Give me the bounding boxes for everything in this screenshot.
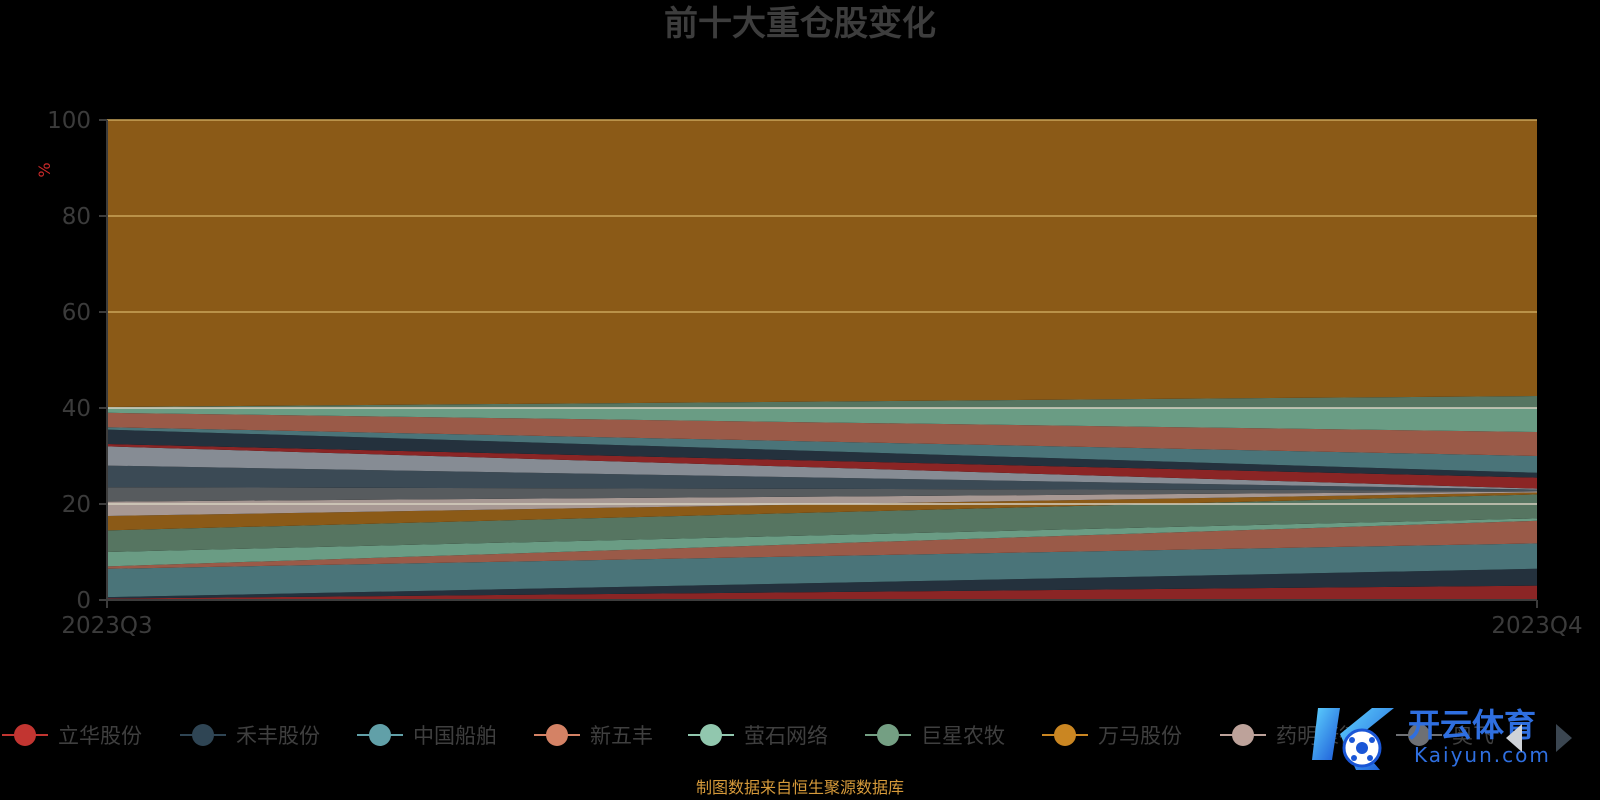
area-band-10	[107, 446, 1537, 490]
legend-item[interactable]: 万马股份	[1040, 715, 1182, 755]
source-note: 制图数据来自恒生聚源数据库	[695, 778, 904, 797]
legend-label: 新五丰	[590, 724, 653, 748]
area-band-1	[107, 568, 1537, 599]
area-band-15	[107, 408, 1537, 432]
legend-marker-icon	[1218, 715, 1268, 755]
area-band-0	[107, 585, 1537, 600]
area-band-12	[107, 429, 1537, 478]
legend-marker-icon	[355, 715, 405, 755]
area-band-14	[107, 412, 1537, 456]
legend-prev-button[interactable]	[1506, 724, 1522, 752]
area-band-16	[107, 396, 1537, 408]
watermark-brand-en: Kaiyun.com	[1414, 743, 1551, 767]
legend-marker-icon	[178, 715, 228, 755]
legend-item[interactable]: 奥飞	[1394, 715, 1494, 755]
legend-item[interactable]: 萤石网络	[686, 715, 828, 755]
legend-label: 禾丰股份	[236, 724, 320, 748]
legend-item[interactable]: 中国船舶	[355, 715, 497, 755]
area-band-8	[107, 487, 1537, 502]
area-band-6	[107, 492, 1537, 531]
legend-marker-icon	[1040, 715, 1090, 755]
legend: 立华股份禾丰股份中国船舶新五丰萤石网络巨星农牧万马股份药明康德奥飞	[0, 715, 1600, 755]
legend-pager	[1506, 724, 1572, 752]
area-band-11	[107, 444, 1537, 489]
legend-item[interactable]: 巨星农牧	[863, 715, 1005, 755]
legend-label: 巨星农牧	[921, 724, 1005, 748]
legend-item[interactable]: 禾丰股份	[178, 715, 320, 755]
y-tick-label: 40	[62, 396, 91, 422]
y-axis-label: %	[35, 162, 54, 177]
legend-marker-icon	[863, 715, 913, 755]
y-tick-label: 80	[62, 204, 91, 230]
x-tick-label: 2023Q4	[1491, 613, 1582, 639]
chart-title: 前十大重仓股变化	[664, 4, 936, 44]
area-band-13	[107, 427, 1537, 473]
area-band-9	[107, 465, 1537, 491]
area-band-17	[107, 120, 1537, 408]
legend-marker-icon	[1394, 715, 1444, 755]
legend-next-button[interactable]	[1556, 724, 1572, 752]
legend-item[interactable]: 立华股份	[0, 715, 142, 755]
x-tick-label: 2023Q3	[61, 613, 152, 639]
y-tick-label: 0	[76, 588, 91, 614]
y-tick-label: 60	[62, 300, 91, 326]
area-band-2	[107, 543, 1537, 598]
legend-label: 立华股份	[58, 724, 142, 748]
area-band-5	[107, 494, 1537, 552]
y-tick-label: 100	[47, 108, 91, 134]
legend-marker-icon	[686, 715, 736, 755]
legend-label: 中国船舶	[413, 724, 497, 748]
legend-marker-icon	[0, 715, 50, 755]
legend-item[interactable]: 新五丰	[532, 715, 653, 755]
y-tick-label: 20	[62, 492, 91, 518]
area-band-3	[107, 520, 1537, 569]
legend-label: 奥飞	[1452, 724, 1494, 748]
legend-marker-icon	[532, 715, 582, 755]
legend-label: 万马股份	[1098, 724, 1182, 748]
area-band-4	[107, 518, 1537, 567]
legend-label: 萤石网络	[744, 724, 828, 748]
